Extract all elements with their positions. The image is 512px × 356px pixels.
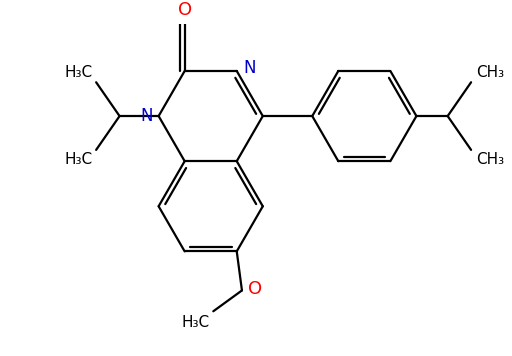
Text: CH₃: CH₃ [476,66,504,80]
Text: N: N [141,107,153,125]
Text: O: O [178,0,191,19]
Text: N: N [243,59,256,77]
Text: H₃C: H₃C [65,66,92,80]
Text: CH₃: CH₃ [476,152,504,167]
Text: H₃C: H₃C [181,315,209,330]
Text: H₃C: H₃C [65,152,92,167]
Text: O: O [248,279,263,298]
